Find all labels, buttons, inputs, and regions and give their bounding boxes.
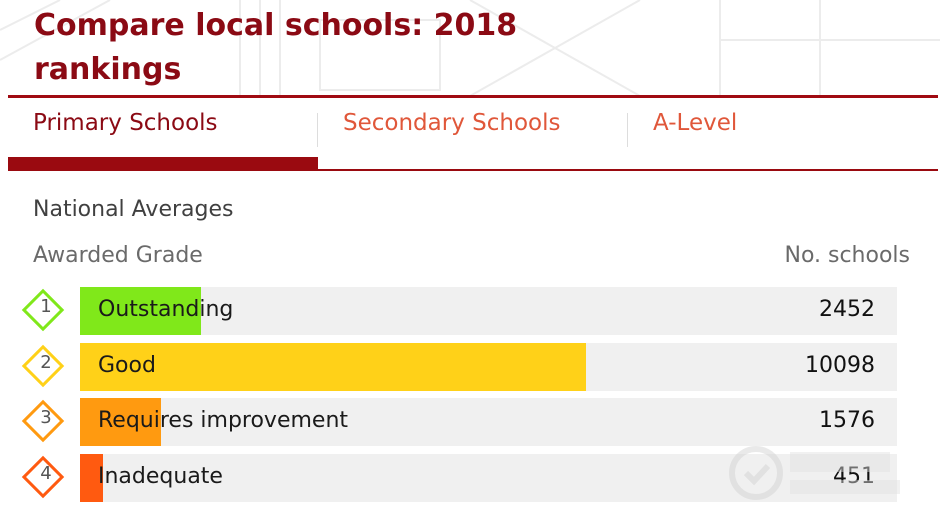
school-count: 1576 xyxy=(819,408,875,433)
rank-number: 4 xyxy=(40,463,52,484)
grade-bar-fill xyxy=(80,287,201,335)
tab-active-indicator xyxy=(8,157,318,171)
school-count: 10098 xyxy=(805,353,875,378)
tab-primary-schools[interactable]: Primary Schools xyxy=(8,98,318,171)
school-count: 2452 xyxy=(819,297,875,322)
grade-row-outstanding: 1 Outstanding 2452 xyxy=(21,287,897,335)
tab-separator xyxy=(317,113,318,147)
column-header-count: No. schools xyxy=(784,243,910,268)
grade-bar-track: Outstanding 2452 xyxy=(80,287,897,335)
grade-bar-fill xyxy=(80,454,103,502)
tab-label: A-Level xyxy=(653,110,738,136)
rank-number: 1 xyxy=(40,296,52,317)
grade-bar-track: Good 10098 xyxy=(80,343,897,391)
grade-row-good: 2 Good 10098 xyxy=(21,343,897,391)
header-divider xyxy=(8,95,938,98)
section-title: National Averages xyxy=(33,197,234,222)
grade-bar-track: Requires improvement 1576 xyxy=(80,398,897,446)
tab-a-level[interactable]: A-Level xyxy=(628,98,938,171)
school-type-tabs: Primary Schools Secondary Schools A-Leve… xyxy=(8,98,938,171)
grade-label: Requires improvement xyxy=(98,408,349,433)
tab-label: Primary Schools xyxy=(33,110,218,136)
grade-row-inadequate: 4 Inadequate 451 xyxy=(21,454,897,502)
grade-bar-track: Inadequate 451 xyxy=(80,454,897,502)
grade-label: Good xyxy=(98,353,156,378)
grade-row-requires-improvement: 3 Requires improvement 1576 xyxy=(21,398,897,446)
grade-label: Outstanding xyxy=(98,297,234,322)
tab-label: Secondary Schools xyxy=(343,110,561,136)
tab-separator xyxy=(627,113,628,147)
grade-bar-fill xyxy=(80,343,586,391)
grade-bar-fill xyxy=(80,398,161,446)
grade-label: Inadequate xyxy=(98,464,223,489)
page-title: Compare local schools: 2018 rankings xyxy=(34,8,518,87)
tab-underline xyxy=(628,169,938,171)
tab-underline xyxy=(318,169,628,171)
tab-secondary-schools[interactable]: Secondary Schools xyxy=(318,98,628,171)
rank-number: 3 xyxy=(40,407,52,428)
rank-number: 2 xyxy=(40,352,52,373)
column-header-grade: Awarded Grade xyxy=(33,243,203,268)
school-count: 451 xyxy=(833,464,875,489)
